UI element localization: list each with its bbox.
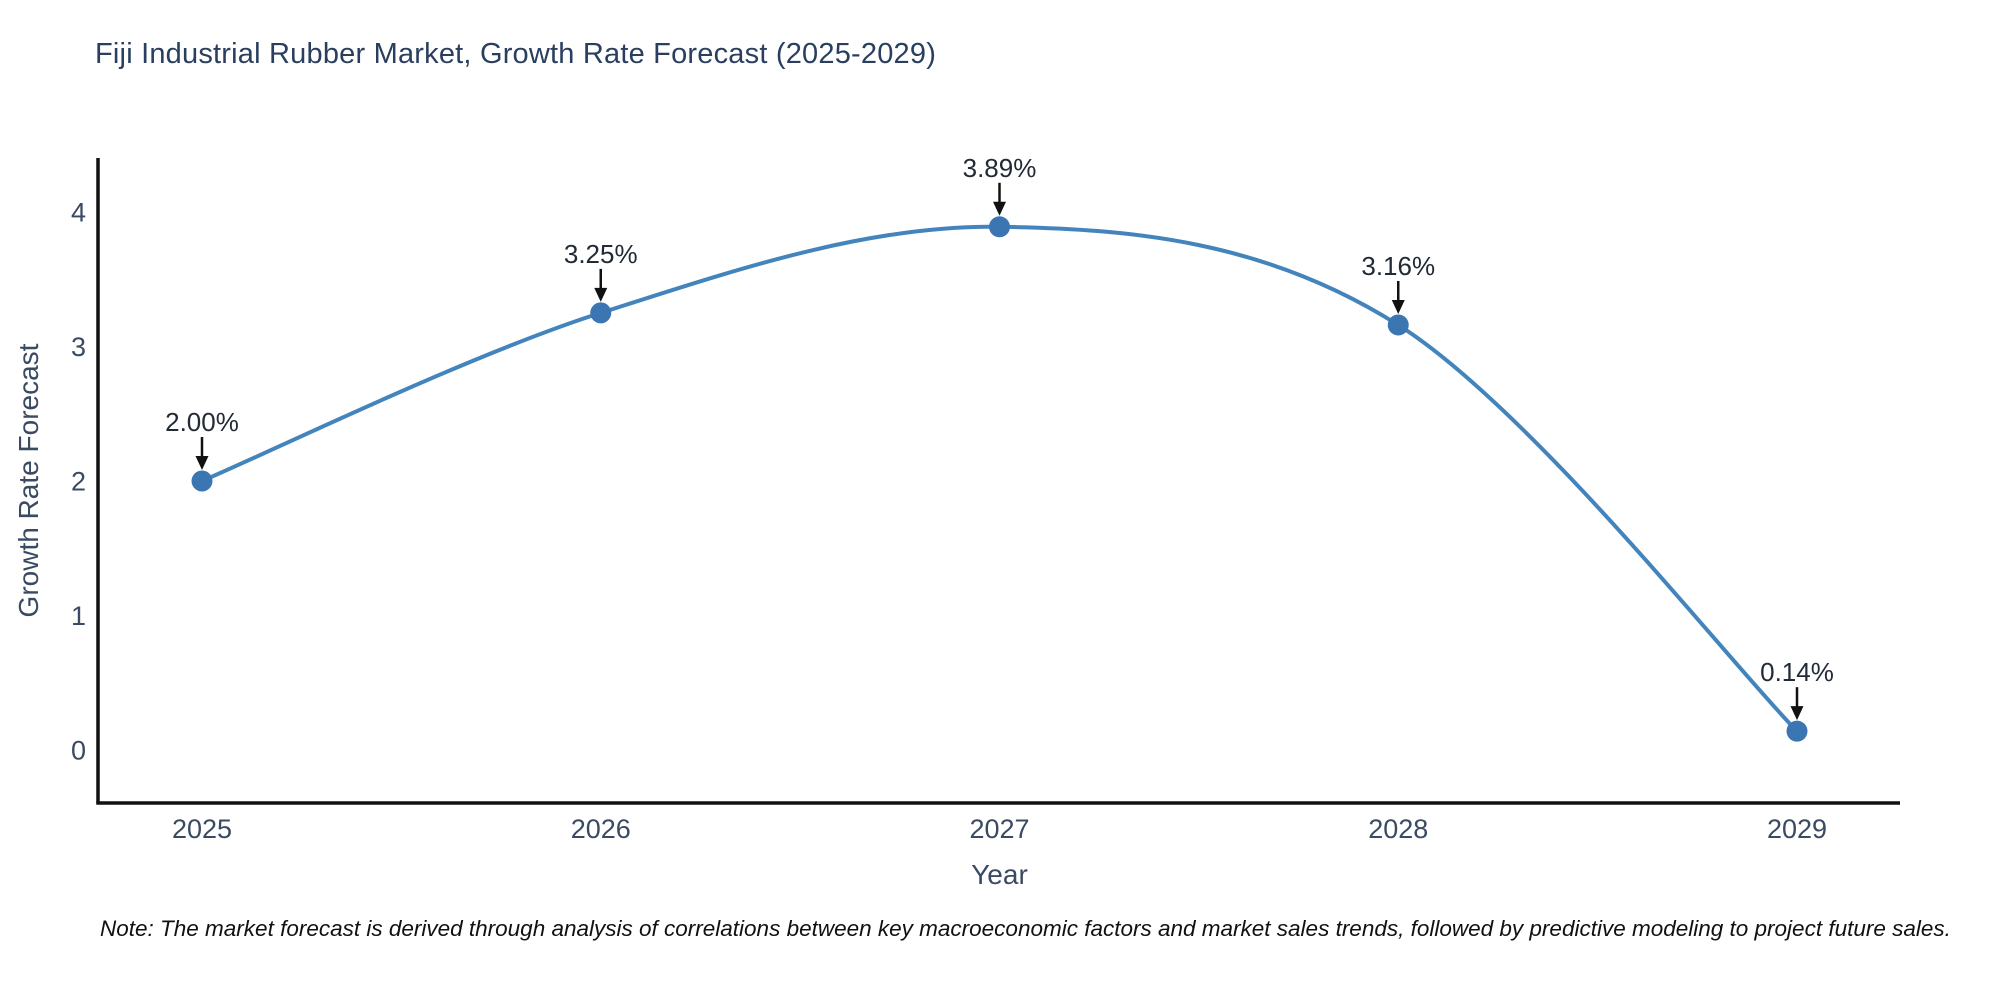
x-tick-label: 2029 [1767,814,1827,844]
y-tick-label: 3 [71,332,86,362]
x-tick-label: 2027 [969,814,1029,844]
x-tick-label: 2028 [1368,814,1428,844]
chart-title: Fiji Industrial Rubber Market, Growth Ra… [95,38,937,70]
annotation-arrowhead [993,201,1006,216]
point-label-2027: 3.89% [963,153,1037,183]
data-point-2026 [590,302,612,324]
y-axis-title: Growth Rate Forecast [13,343,44,617]
point-label-2026: 3.25% [564,239,638,269]
point-label-2025: 2.00% [165,407,239,437]
footnote: Note: The market forecast is derived thr… [100,916,1951,941]
x-tick-label: 2025 [172,814,232,844]
annotation-arrowhead [1391,299,1405,314]
y-tick-label: 4 [71,197,86,227]
point-label-2029: 0.14% [1760,657,1834,687]
y-tick-label: 2 [71,466,86,496]
annotation-arrowhead [594,287,608,302]
data-point-2027 [989,216,1010,238]
annotation-arrowhead [1790,706,1804,721]
trend-line [200,224,1799,734]
annotation-arrowhead [195,456,209,470]
data-point-2028 [1387,314,1409,336]
y-tick-label: 0 [71,735,86,765]
point-label-2028: 3.16% [1361,251,1435,281]
data-point-2029 [1786,720,1808,742]
data-point-2025 [191,470,213,492]
x-tick-label: 2026 [571,814,631,844]
y-tick-label: 1 [71,601,86,631]
x-axis-title: Year [971,859,1028,890]
